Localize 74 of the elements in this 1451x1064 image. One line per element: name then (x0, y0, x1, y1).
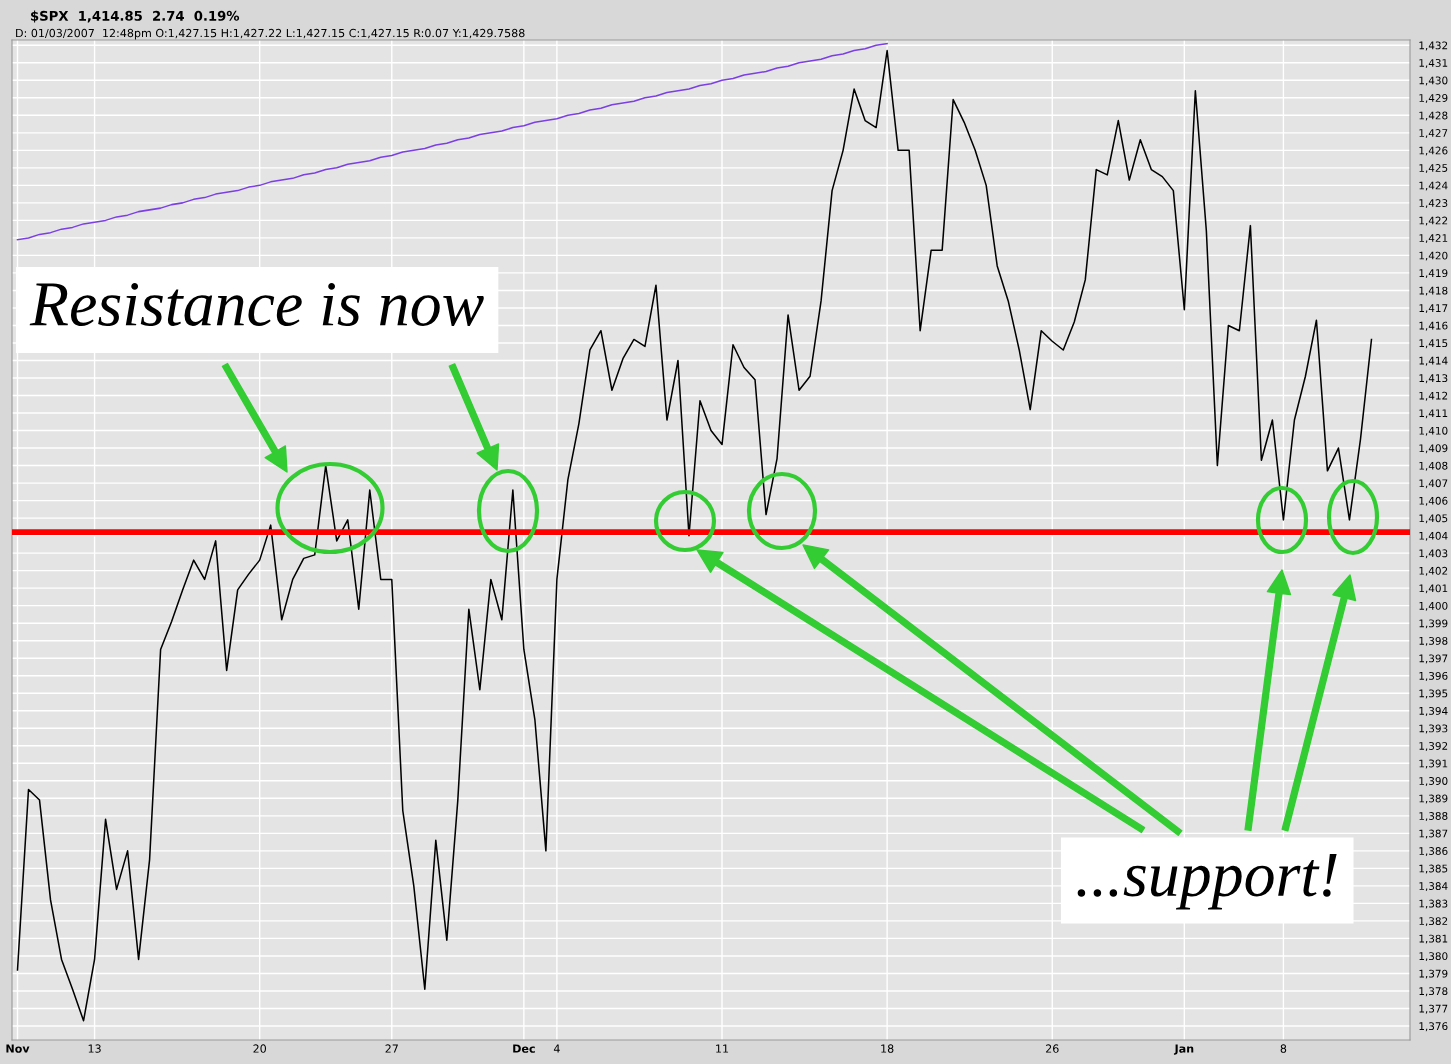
y-tick-label: 1,422 (1419, 216, 1448, 226)
x-tick-label: Nov (6, 1044, 30, 1053)
y-tick-label: 1,389 (1419, 794, 1448, 804)
y-tick-label: 1,390 (1419, 777, 1448, 786)
line-series (16, 42, 888, 241)
y-tick-label: 1,411 (1419, 409, 1448, 419)
x-tick-label: 26 (1045, 1044, 1059, 1053)
y-tick-label: 1,377 (1419, 1004, 1448, 1014)
x-tick-label: 20 (253, 1044, 267, 1053)
y-tick-label: 1,397 (1419, 654, 1448, 664)
line-series (16, 49, 1373, 1022)
x-tick-label: Jan (1173, 1044, 1194, 1055)
y-tick-label: 1,393 (1419, 724, 1448, 734)
y-tick-label: 1,426 (1419, 146, 1448, 156)
y-tick-label: 1,408 (1419, 461, 1448, 471)
y-tick-label: 1,403 (1419, 549, 1448, 559)
x-tick-label: 18 (881, 1044, 894, 1053)
x-tick-label: Dec (513, 1044, 535, 1053)
y-tick-label: 1,388 (1419, 812, 1448, 821)
y-tick-label: 1,379 (1419, 969, 1448, 979)
y-tick-label: 1,427 (1419, 129, 1448, 138)
y-tick-label: 1,423 (1419, 199, 1448, 209)
x-tick-label: 8 (1280, 1044, 1287, 1053)
y-tick-label: 1,385 (1419, 864, 1448, 874)
x-tick-label: 4 (553, 1044, 560, 1053)
chart-title: $SPX 1,414.85 2.74 0.19% (31, 10, 240, 23)
y-tick-label: 1,378 (1419, 987, 1448, 997)
y-tick-label: 1,432 (1419, 41, 1448, 51)
y-tick-label: 1,398 (1419, 636, 1448, 646)
y-tick-label: 1,417 (1419, 304, 1448, 314)
y-tick-label: 1,395 (1419, 689, 1448, 699)
y-tick-label: 1,386 (1419, 847, 1448, 857)
y-tick-label: 1,380 (1419, 952, 1448, 962)
y-tick-label: 1,414 (1419, 356, 1448, 366)
x-tick-label: 11 (716, 1044, 729, 1053)
y-tick-label: 1,391 (1419, 759, 1448, 769)
y-tick-label: 1,409 (1419, 444, 1448, 454)
y-tick-label: 1,402 (1419, 566, 1448, 576)
y-tick-label: 1,405 (1419, 514, 1448, 524)
y-tick-label: 1,399 (1419, 619, 1448, 629)
y-tick-label: 1,396 (1419, 671, 1448, 681)
y-tick-label: 1,410 (1419, 426, 1448, 436)
y-tick-label: 1,401 (1419, 584, 1448, 594)
y-tick-label: 1,381 (1419, 934, 1448, 944)
y-tick-label: 1,394 (1419, 706, 1448, 716)
y-tick-label: 1,418 (1419, 286, 1448, 296)
annotation: Resistance is now (29, 283, 484, 327)
y-tick-label: 1,431 (1419, 58, 1448, 68)
annotation: ...support! (1077, 854, 1337, 910)
y-tick-label: 1,382 (1419, 917, 1448, 927)
y-tick-label: 1,415 (1419, 339, 1448, 349)
y-tick-label: 1,407 (1419, 479, 1448, 489)
y-tick-label: 1,392 (1419, 742, 1448, 751)
y-tick-label: 1,430 (1419, 76, 1448, 86)
y-tick-label: 1,428 (1419, 111, 1448, 121)
y-tick-label: 1,412 (1419, 391, 1448, 401)
x-tick-label: 13 (88, 1044, 101, 1053)
y-tick-label: 1,376 (1419, 1022, 1448, 1032)
y-tick-label: 1,413 (1419, 374, 1448, 384)
x-tick-label: 27 (385, 1044, 398, 1053)
chart-subtitle: D: 01/03/2007 12:48pm O:1,427.15 H:1,427.22 L:1,427.15 C:1,427.15 R:0.07 Y:1,429.7588 (16, 28, 525, 40)
y-tick-label: 1,383 (1419, 899, 1448, 909)
y-tick-label: 1,384 (1419, 882, 1448, 892)
y-tick-label: 1,406 (1419, 496, 1448, 506)
y-tick-label: 1,420 (1419, 251, 1448, 261)
y-tick-label: 1,416 (1419, 321, 1448, 331)
y-tick-label: 1,421 (1419, 234, 1448, 244)
y-tick-label: 1,387 (1419, 829, 1448, 839)
y-tick-label: 1,419 (1419, 269, 1448, 279)
y-tick-label: 1,404 (1419, 531, 1448, 541)
y-tick-label: 1,400 (1419, 601, 1448, 611)
y-tick-label: 1,424 (1419, 181, 1448, 191)
y-tick-label: 1,429 (1419, 94, 1448, 103)
y-tick-label: 1,425 (1419, 164, 1448, 174)
